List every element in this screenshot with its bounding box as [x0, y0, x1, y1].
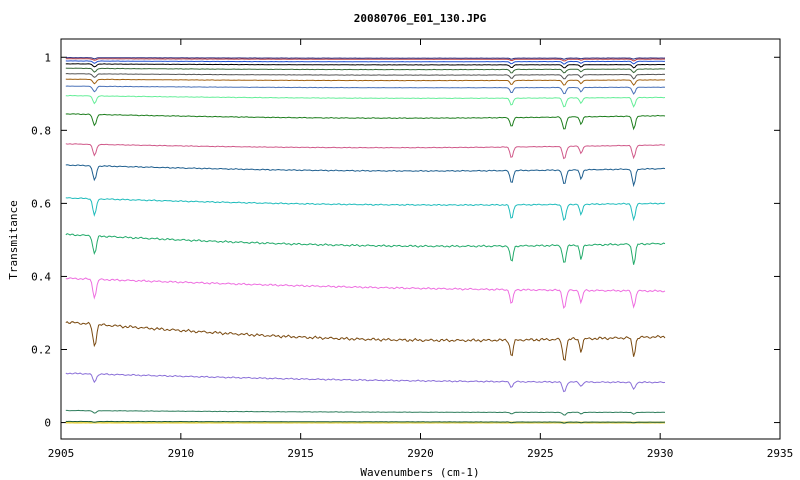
y-tick-label: 0.6 — [31, 197, 51, 210]
series-line — [65, 372, 666, 393]
y-axis-label: Transmitance — [7, 200, 20, 279]
series-line — [65, 233, 666, 265]
series-line — [65, 56, 666, 60]
y-tick-label: 0.8 — [31, 124, 51, 137]
series-line — [65, 143, 666, 160]
y-tick-label: 0.2 — [31, 344, 51, 357]
y-axis: 0 0.2 0.4 0.6 0.8 1 — [31, 51, 780, 430]
series-line — [65, 164, 666, 188]
x-axis: 2905 2910 2915 2920 2925 2930 2935 — [48, 39, 794, 460]
x-tick-label: 2915 — [287, 447, 314, 460]
series-line — [65, 94, 666, 108]
x-tick-label: 2920 — [407, 447, 434, 460]
series-line — [65, 72, 666, 80]
x-axis-label: Wavenumbers (cm-1) — [360, 466, 479, 479]
series-lines — [65, 56, 666, 424]
x-tick-label: 2910 — [168, 447, 195, 460]
series-line — [65, 67, 666, 74]
x-tick-label: 2930 — [647, 447, 674, 460]
series-line — [65, 321, 666, 361]
series-line — [65, 85, 666, 95]
x-tick-label: 2905 — [48, 447, 75, 460]
series-line — [65, 78, 666, 86]
x-tick-label: 2925 — [527, 447, 554, 460]
series-line — [65, 60, 666, 65]
x-tick-label: 2935 — [767, 447, 794, 460]
series-line — [65, 113, 666, 131]
y-tick-label: 0.4 — [31, 270, 51, 283]
y-tick-label: 0 — [44, 417, 51, 430]
series-line — [65, 409, 666, 416]
y-tick-label: 1 — [44, 51, 51, 64]
series-line — [65, 63, 666, 69]
chart-title: 20080706_E01_130.JPG — [354, 12, 487, 25]
series-line — [65, 58, 665, 62]
series-line — [65, 420, 666, 424]
series-line — [65, 277, 666, 310]
series-line — [65, 197, 666, 222]
